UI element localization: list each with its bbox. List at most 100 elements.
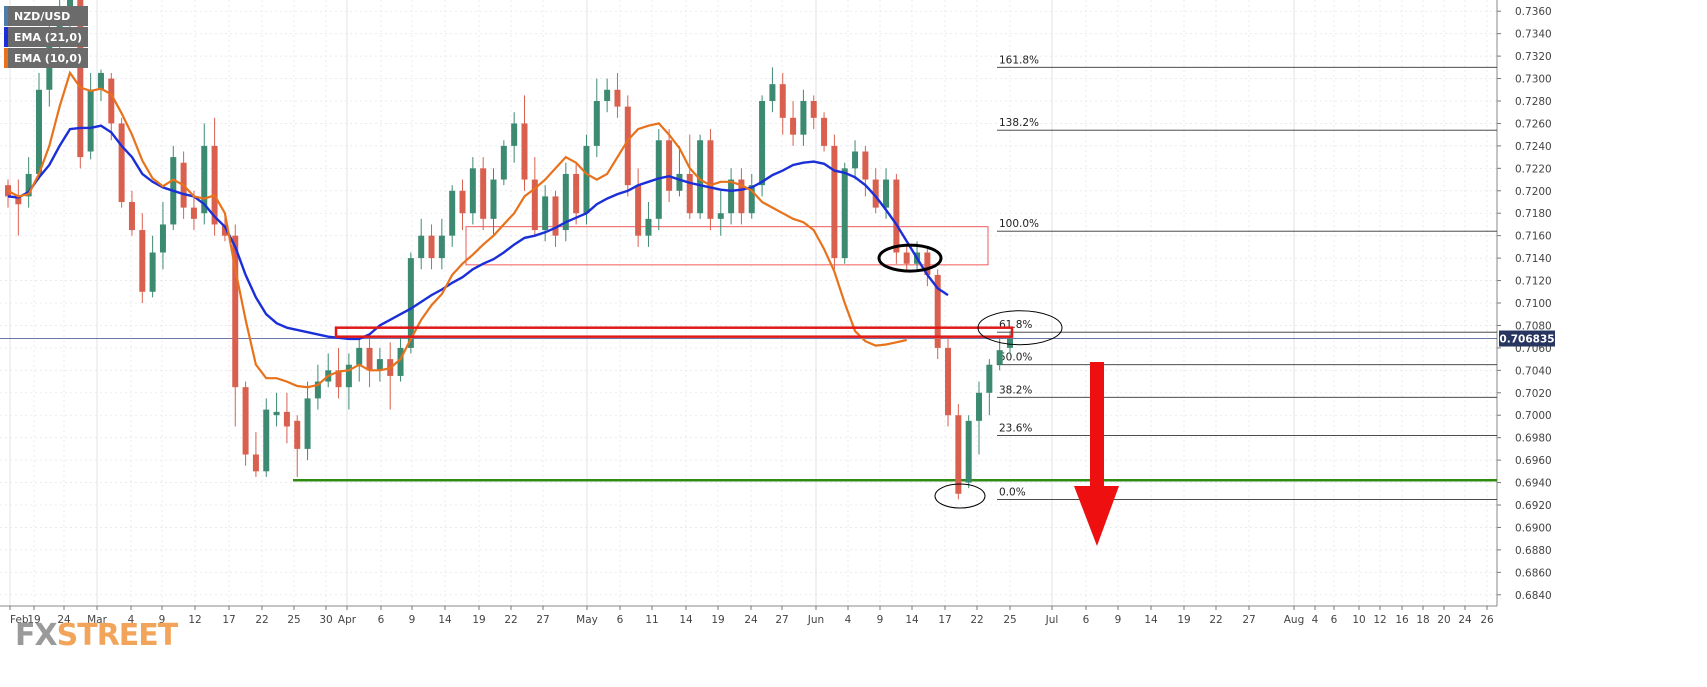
candle-body	[97, 72, 104, 90]
y-tick-label: 0.6920	[1515, 500, 1552, 512]
candle-body	[521, 123, 528, 180]
arrow-shaft	[1090, 362, 1104, 486]
x-tick-label: 25	[1003, 614, 1016, 626]
x-tick-label: 14	[438, 614, 452, 626]
candle-body	[883, 179, 890, 208]
legend-swatch	[4, 6, 8, 26]
legend-swatch	[4, 48, 8, 68]
candle-body	[924, 252, 931, 275]
x-tick-label: 14	[679, 614, 693, 626]
y-tick-label: 0.7120	[1515, 276, 1552, 288]
candle-body	[15, 196, 22, 205]
candle-body	[511, 123, 518, 146]
y-tick-label: 0.6960	[1515, 455, 1552, 467]
price-tag-label: 0.706835	[1499, 334, 1554, 346]
candle-body	[418, 235, 425, 259]
candle-body	[738, 179, 745, 214]
x-tick-label: Aug	[1284, 614, 1305, 626]
candle-body	[128, 202, 135, 231]
legend-swatch	[4, 27, 8, 47]
candle-body	[562, 173, 569, 231]
candle-body	[955, 415, 962, 494]
ema21-line	[7, 124, 949, 341]
fib-label: 50.0%	[999, 352, 1032, 364]
legend-item-ema21[interactable]: EMA (21,0)	[4, 27, 88, 47]
candle-body	[407, 258, 414, 348]
x-tick-label: Mar	[87, 614, 107, 626]
candle-body	[717, 213, 724, 219]
x-tick-label: 27	[536, 614, 549, 626]
x-tick-label: 6	[1331, 614, 1338, 626]
x-tick-label: 22	[970, 614, 983, 626]
candle-body	[728, 179, 735, 214]
x-tick-label: 20	[1437, 614, 1450, 626]
candle-body	[810, 101, 817, 118]
candle-body	[5, 185, 11, 197]
x-tick-label: Apr	[338, 614, 357, 626]
y-tick-label: 0.7000	[1515, 410, 1552, 422]
candle-body	[376, 359, 383, 371]
candle-body	[790, 117, 797, 135]
x-tick-label: 30	[319, 614, 332, 626]
x-tick-label: 19	[1177, 614, 1190, 626]
y-tick-label: 0.6980	[1515, 433, 1552, 445]
candle-body	[934, 274, 941, 348]
x-tick-label: 9	[1115, 614, 1122, 626]
candle-body	[139, 230, 146, 292]
candle-body	[66, 0, 73, 12]
candle-body	[263, 409, 270, 472]
candle-body	[893, 179, 900, 253]
legend-label: EMA (10,0)	[14, 51, 82, 65]
x-tick-label: 19	[472, 614, 485, 626]
candle-body	[87, 89, 94, 152]
x-tick-label: 22	[255, 614, 268, 626]
candle-body	[965, 420, 972, 483]
x-tick-label: 27	[775, 614, 788, 626]
candle-body	[583, 145, 590, 214]
x-tick-label: 17	[222, 614, 235, 626]
candle-body	[686, 173, 693, 214]
y-tick-label: 0.7080	[1515, 320, 1552, 332]
candle-body	[283, 411, 290, 427]
x-tick-label: 22	[504, 614, 517, 626]
legend-label: NZD/USD	[14, 9, 71, 23]
candle-body	[190, 207, 197, 219]
candle-body	[480, 168, 487, 219]
range-box	[465, 226, 989, 266]
candle-body	[108, 78, 115, 124]
x-tick-label: 14	[1144, 614, 1158, 626]
x-tick-label: 18	[1416, 614, 1429, 626]
fxstreet-logo: FXSTREET	[15, 618, 178, 653]
x-tick-label: 10	[1352, 614, 1365, 626]
x-tick-label: 24	[744, 614, 758, 626]
legend-item-symbol[interactable]: NZD/USD	[4, 6, 88, 26]
candle-body	[490, 179, 497, 219]
x-tick-label: 9	[877, 614, 884, 626]
candle-body	[573, 173, 580, 214]
x-tick-label: 4	[128, 614, 135, 626]
candle-body	[635, 185, 642, 236]
candle-body	[593, 101, 600, 146]
y-tick-label: 0.7260	[1515, 118, 1552, 130]
x-tick-label: 24	[1458, 614, 1472, 626]
candle-body	[614, 89, 621, 107]
x-tick-label: 17	[938, 614, 951, 626]
x-tick-label: Feb	[10, 614, 29, 626]
arrow-head	[1074, 486, 1119, 546]
candle-body	[25, 173, 32, 197]
candle-body	[821, 117, 828, 146]
candle-body	[604, 89, 611, 101]
candle-body	[149, 252, 156, 292]
x-tick-label: May	[576, 614, 598, 626]
candle-body	[903, 252, 910, 264]
y-tick-label: 0.7360	[1515, 6, 1552, 18]
x-tick-label: 14	[905, 614, 919, 626]
x-tick-label: 12	[188, 614, 201, 626]
x-tick-label: 4	[845, 614, 852, 626]
candle-body	[552, 196, 559, 236]
legend-item-ema10[interactable]: EMA (10,0)	[4, 48, 88, 68]
candle-body	[273, 411, 280, 416]
fib-label: 23.6%	[999, 422, 1032, 434]
candle-body	[232, 235, 239, 388]
